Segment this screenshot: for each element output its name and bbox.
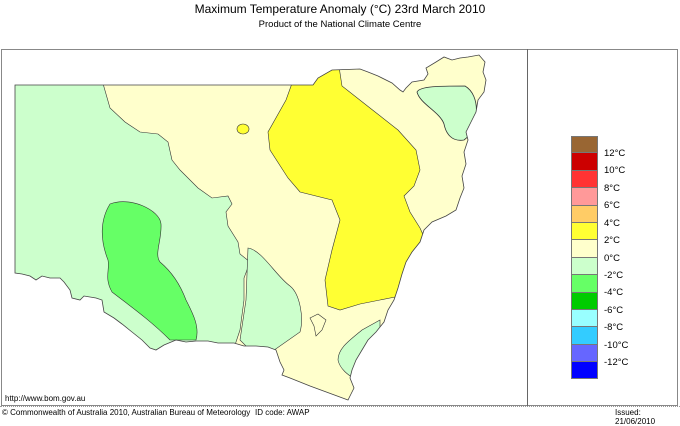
legend-swatch: [571, 222, 598, 241]
legend-label: -10°C: [604, 340, 629, 351]
id-code: ID code: AWAP: [255, 408, 310, 417]
legend-label: 12°C: [604, 148, 626, 159]
copyright-text: © Commonwealth of Australia 2010, Austra…: [2, 408, 251, 417]
issued-date: Issued: 21/06/2010: [615, 408, 656, 426]
legend-divider: [527, 49, 528, 406]
legend-swatch: [571, 309, 598, 328]
legend-swatch: [571, 292, 598, 310]
legend-swatch: [571, 327, 598, 345]
legend-swatch: [571, 188, 598, 206]
legend-label: 0°C: [604, 253, 620, 264]
legend-label: -4°C: [604, 287, 624, 298]
legend-label: -8°C: [604, 322, 624, 333]
legend-label: -12°C: [604, 357, 629, 368]
southwest-cooler-zone: [101, 201, 198, 341]
legend-label: -2°C: [604, 270, 624, 281]
legend-label: 10°C: [604, 165, 626, 176]
legend-swatch: [571, 275, 598, 293]
act-border: [309, 313, 327, 337]
map-subtitle: Product of the National Climate Centre: [258, 19, 422, 30]
legend-swatch: [571, 362, 598, 380]
legend-swatch: [571, 344, 598, 363]
legend-swatch: [571, 257, 598, 276]
legend-label: -6°C: [604, 305, 624, 316]
footer-divider: [0, 406, 680, 408]
legend-label: 4°C: [604, 218, 620, 229]
legend-label: 8°C: [604, 183, 620, 194]
legend-swatch: [571, 136, 598, 154]
legend-label: 6°C: [604, 200, 620, 211]
legend-swatch: [571, 240, 598, 258]
legend-swatch: [571, 153, 598, 171]
legend-swatch: [571, 205, 598, 223]
bom-url-link[interactable]: http://www.bom.gov.au: [5, 394, 86, 403]
east-warm-zone: [267, 59, 431, 311]
legend-swatch: [571, 170, 598, 189]
nsw-border: [14, 54, 487, 401]
color-legend: [571, 136, 598, 380]
small-warm-patch: [236, 123, 250, 135]
legend-label: 2°C: [604, 235, 620, 246]
map-frame: [1, 49, 678, 406]
map-title: Maximum Temperature Anomaly (°C) 23rd Ma…: [194, 2, 486, 16]
